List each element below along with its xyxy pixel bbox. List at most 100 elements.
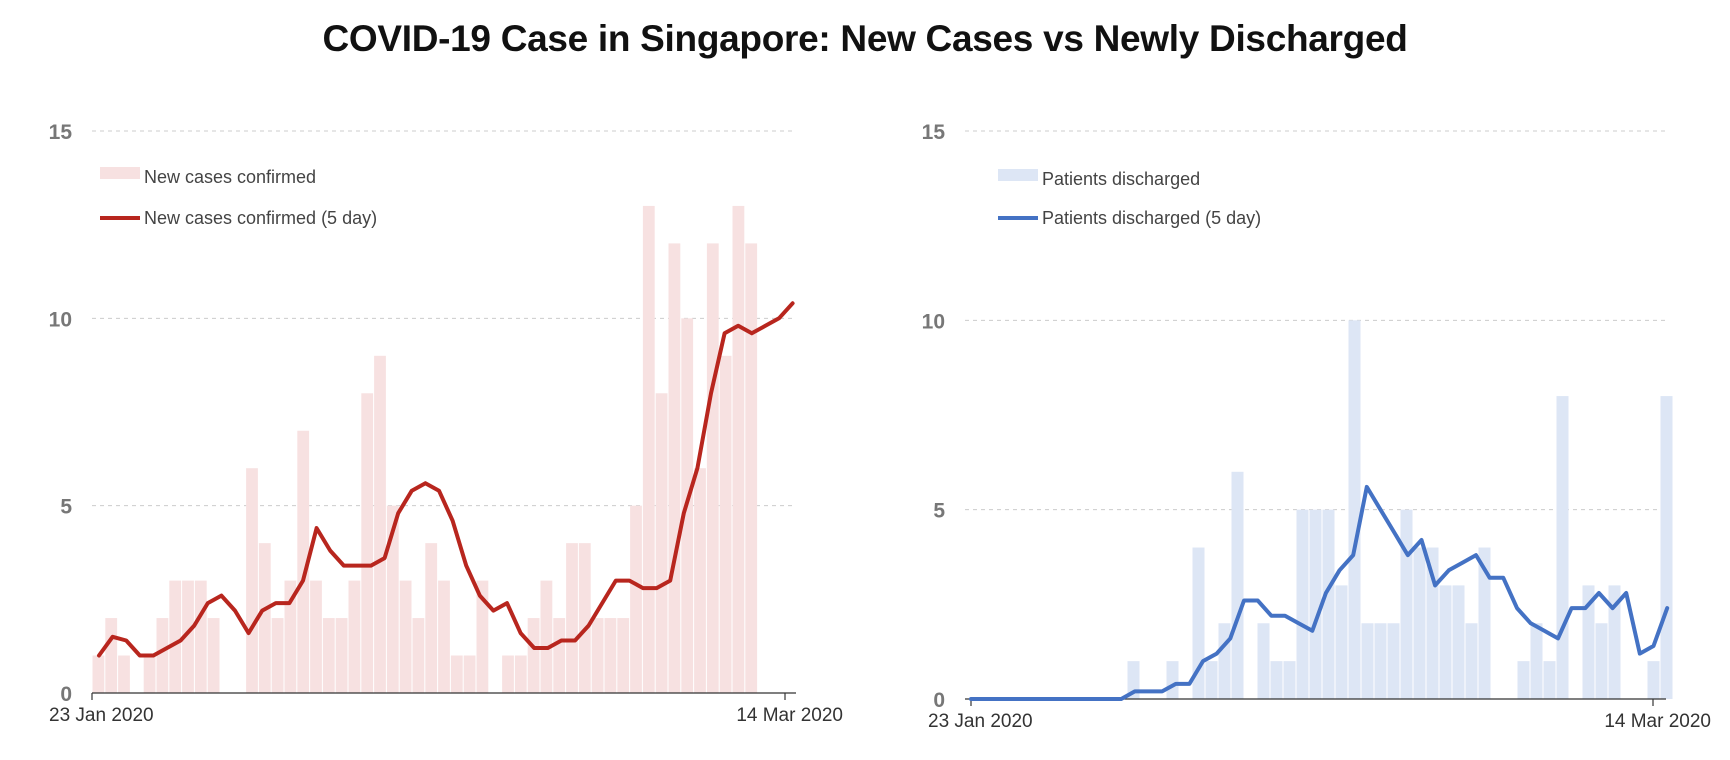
bar xyxy=(361,393,374,693)
bar xyxy=(1335,585,1348,699)
y-tick-label: 10 xyxy=(49,308,72,331)
series-line xyxy=(969,484,1670,701)
bar xyxy=(425,543,438,693)
legend-line-label: Patients discharged (5 day) xyxy=(1042,208,1261,228)
bar xyxy=(476,580,489,693)
bar xyxy=(732,205,745,693)
bar xyxy=(514,655,527,693)
legend: Patients discharged Patients discharged (… xyxy=(998,169,1261,228)
bar xyxy=(207,618,220,693)
bar xyxy=(156,618,169,693)
bar xyxy=(463,655,476,693)
bar xyxy=(246,468,258,693)
bar xyxy=(706,243,719,693)
y-tick-label: 5 xyxy=(933,500,945,523)
legend-bar-label: New cases confirmed xyxy=(144,167,316,187)
bar xyxy=(322,618,335,693)
legend-bar-swatch xyxy=(998,169,1038,181)
bar xyxy=(1530,623,1543,699)
bar xyxy=(1543,661,1556,699)
bar xyxy=(194,580,207,693)
bar xyxy=(578,543,591,693)
bar xyxy=(169,580,182,693)
bar xyxy=(399,580,412,693)
bar xyxy=(566,543,578,693)
bar xyxy=(1283,661,1296,699)
bar xyxy=(1400,509,1413,699)
y-tick-label: 15 xyxy=(49,121,73,144)
bar xyxy=(719,355,732,693)
bar xyxy=(1608,585,1621,699)
bar xyxy=(1517,661,1530,699)
y-tick-label: 5 xyxy=(60,496,72,519)
y-tick-label: 15 xyxy=(922,121,946,144)
chart-left-new-cases: 0 5 10 15 23 Jan 2020 14 Mar 2020 New cases co… xyxy=(49,121,843,726)
bar xyxy=(1361,623,1374,699)
bar xyxy=(386,505,399,693)
chart-title: COVID-19 Case in Singapore: New Cases vs… xyxy=(322,18,1408,59)
bar xyxy=(450,655,463,693)
bar xyxy=(553,618,566,693)
bar xyxy=(374,355,386,693)
legend-line-label: New cases confirmed (5 day) xyxy=(144,208,377,228)
bar xyxy=(412,618,425,693)
series-line xyxy=(97,301,795,658)
bar xyxy=(1465,623,1478,699)
bar xyxy=(105,618,118,693)
bar xyxy=(182,580,194,693)
bar xyxy=(1582,585,1595,699)
bar xyxy=(335,618,348,693)
bar xyxy=(297,430,310,693)
bar xyxy=(1452,585,1465,699)
bar xyxy=(92,655,105,693)
bar xyxy=(1387,623,1400,699)
x-tick-label: 14 Mar 2020 xyxy=(736,705,843,726)
bar xyxy=(1270,661,1283,699)
bar xyxy=(1296,509,1309,699)
chart-right-discharged: 0 5 10 15 23 Jan 2020 14 Mar 2020 Patients dis… xyxy=(922,121,1711,732)
bar xyxy=(258,543,271,693)
bar xyxy=(284,580,297,693)
bar xyxy=(1166,661,1179,699)
bar xyxy=(1595,623,1608,699)
bar xyxy=(617,618,630,693)
bar xyxy=(118,655,130,693)
y-tick-label: 0 xyxy=(933,689,945,712)
y-tick-label: 0 xyxy=(60,683,72,706)
bar xyxy=(527,618,540,693)
bar xyxy=(1660,396,1673,699)
x-tick-label: 14 Mar 2020 xyxy=(1604,711,1711,732)
bar xyxy=(1309,509,1322,699)
bar xyxy=(630,505,642,693)
bar xyxy=(348,580,361,693)
bar xyxy=(271,618,284,693)
legend-bar-label: Patients discharged xyxy=(1042,169,1200,189)
legend: New cases confirmed New cases confirmed (… xyxy=(100,167,377,228)
bar xyxy=(604,618,617,693)
bar xyxy=(1439,585,1452,699)
bar xyxy=(642,205,655,693)
bar xyxy=(1413,547,1426,699)
bar xyxy=(1478,547,1491,699)
bar xyxy=(143,655,156,693)
bar xyxy=(1647,661,1660,699)
bar xyxy=(1205,661,1218,699)
bar xyxy=(1556,396,1569,699)
x-tick-label: 23 Jan 2020 xyxy=(928,711,1033,732)
bar xyxy=(745,243,758,693)
bar xyxy=(1374,623,1387,699)
bar xyxy=(310,580,322,693)
bar xyxy=(694,468,706,693)
bar xyxy=(502,655,514,693)
bar xyxy=(668,243,681,693)
bar xyxy=(1348,320,1361,699)
bar xyxy=(1257,623,1270,699)
y-tick-label: 10 xyxy=(922,310,945,333)
bar xyxy=(1218,623,1231,699)
bar xyxy=(438,580,450,693)
bar xyxy=(540,580,553,693)
legend-bar-swatch xyxy=(100,167,140,179)
bar xyxy=(655,393,668,693)
x-tick-label: 23 Jan 2020 xyxy=(49,705,154,726)
